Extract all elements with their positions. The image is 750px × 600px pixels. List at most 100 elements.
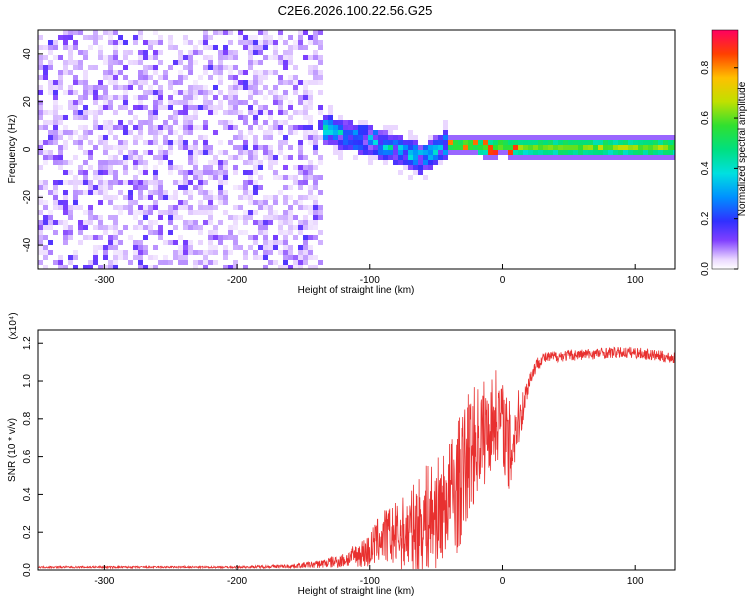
spectrogram-cell	[58, 255, 63, 260]
spectrogram-cell	[218, 185, 223, 190]
spectrogram-cell	[83, 265, 88, 269]
spectrogram-cell	[268, 115, 273, 120]
spectrogram-cell	[278, 120, 283, 125]
spectrogram-cell	[248, 170, 253, 175]
spectrogram-cell	[43, 180, 48, 185]
spectrogram-cell	[153, 190, 158, 195]
spectrogram-cell	[303, 130, 308, 135]
spectrogram-cell	[78, 65, 83, 70]
spectrogram-cell	[218, 175, 223, 180]
spectrogram-cell	[253, 85, 258, 90]
spectrogram-cell	[228, 70, 233, 75]
spectrogram-cell	[123, 160, 128, 165]
spectrogram-cell	[243, 210, 248, 215]
spectrogram-cell	[328, 115, 333, 120]
spectrogram-cell	[138, 185, 143, 190]
spectrogram-cell	[163, 125, 168, 130]
spectrogram-cell	[408, 155, 413, 160]
spectrogram-cell	[58, 75, 63, 80]
spectrogram-cell	[423, 165, 428, 170]
spectrogram-cell	[268, 55, 273, 60]
spectrogram-cell	[408, 135, 413, 140]
spectrogram-cell	[233, 170, 238, 175]
spectrogram-cell	[108, 105, 113, 110]
spectrogram-cell	[393, 140, 398, 145]
spectrogram-cell	[248, 180, 253, 185]
snr-y-tick-label: 0.0	[22, 563, 33, 577]
spectrogram-cell	[623, 145, 628, 150]
spectrogram-cell	[488, 155, 493, 160]
spectrogram-cell	[303, 215, 308, 220]
spectrogram-cell	[333, 140, 338, 145]
spectrogram-cell	[38, 110, 43, 115]
spectrogram-cell	[108, 265, 113, 269]
spectrogram-cell	[398, 145, 403, 150]
spectrogram-cell	[253, 240, 258, 245]
spectrogram-cell	[253, 185, 258, 190]
spectrogram-cell	[463, 140, 468, 145]
spectrogram-cell	[248, 110, 253, 115]
spectrogram-cell	[238, 145, 243, 150]
spectrogram-cell	[288, 105, 293, 110]
spectrogram-cell	[203, 85, 208, 90]
spectrogram-cell	[218, 195, 223, 200]
spectrogram-cell	[63, 65, 68, 70]
spectrogram-cell	[103, 70, 108, 75]
spectrogram-cell	[93, 235, 98, 240]
spectrogram-cell	[383, 125, 388, 130]
spectrogram-cell	[238, 230, 243, 235]
spectrogram-cell	[438, 155, 443, 160]
spectrogram-cell	[168, 80, 173, 85]
spectrogram-cell	[408, 145, 413, 150]
spectrogram-cell	[283, 165, 288, 170]
spectrogram-cell	[183, 125, 188, 130]
spectrogram-cell	[488, 140, 493, 145]
spectrogram-cell	[338, 150, 343, 155]
spectrogram-cell	[378, 145, 383, 150]
spectrogram-cell	[93, 65, 98, 70]
spectrogram-cell	[208, 105, 213, 110]
spectrogram-cell	[143, 180, 148, 185]
spectrogram-cell	[113, 110, 118, 115]
spectrogram-cell	[48, 90, 53, 95]
snr-y-tick-label: 0.6	[22, 449, 33, 463]
spectrogram-x-tick-label: 100	[627, 275, 644, 286]
spectrogram-cell	[283, 245, 288, 250]
spectrogram-cell	[308, 255, 313, 260]
spectrogram-cell	[283, 55, 288, 60]
spectrogram-cell	[83, 90, 88, 95]
spectrogram-cell	[498, 135, 503, 140]
spectrogram-cell	[213, 95, 218, 100]
spectrogram-cell	[278, 220, 283, 225]
spectrogram-cell	[313, 195, 318, 200]
spectrogram-cell	[243, 180, 248, 185]
spectrogram-cell	[68, 105, 73, 110]
spectrogram-cell	[58, 260, 63, 265]
spectrogram-cell	[213, 110, 218, 115]
spectrogram-cell	[538, 140, 543, 145]
spectrogram-cell	[118, 35, 123, 40]
spectrogram-cell	[53, 85, 58, 90]
colorbar-tick-label: 0.6	[700, 111, 711, 125]
spectrogram-cell	[193, 260, 198, 265]
spectrogram-cell	[363, 130, 368, 135]
spectrogram-cell	[378, 150, 383, 155]
spectrogram-cell	[318, 205, 323, 210]
spectrogram-cell	[473, 150, 478, 155]
spectrogram-cell	[103, 180, 108, 185]
spectrogram-cell	[73, 250, 78, 255]
spectrogram-cell	[78, 125, 83, 130]
spectrogram-cell	[208, 200, 213, 205]
spectrogram-cell	[303, 205, 308, 210]
spectrogram-cell	[138, 255, 143, 260]
spectrogram-cell	[388, 135, 393, 140]
spectrogram-cell	[548, 155, 553, 160]
spectrogram-cell	[268, 125, 273, 130]
spectrogram-cell	[68, 85, 73, 90]
spectrogram-cell	[103, 60, 108, 65]
spectrogram-cell	[228, 105, 233, 110]
spectrogram-cell	[58, 105, 63, 110]
colorbar-tick-label: 0.2	[700, 211, 711, 225]
spectrogram-cell	[253, 220, 258, 225]
spectrogram-cell	[78, 50, 83, 55]
